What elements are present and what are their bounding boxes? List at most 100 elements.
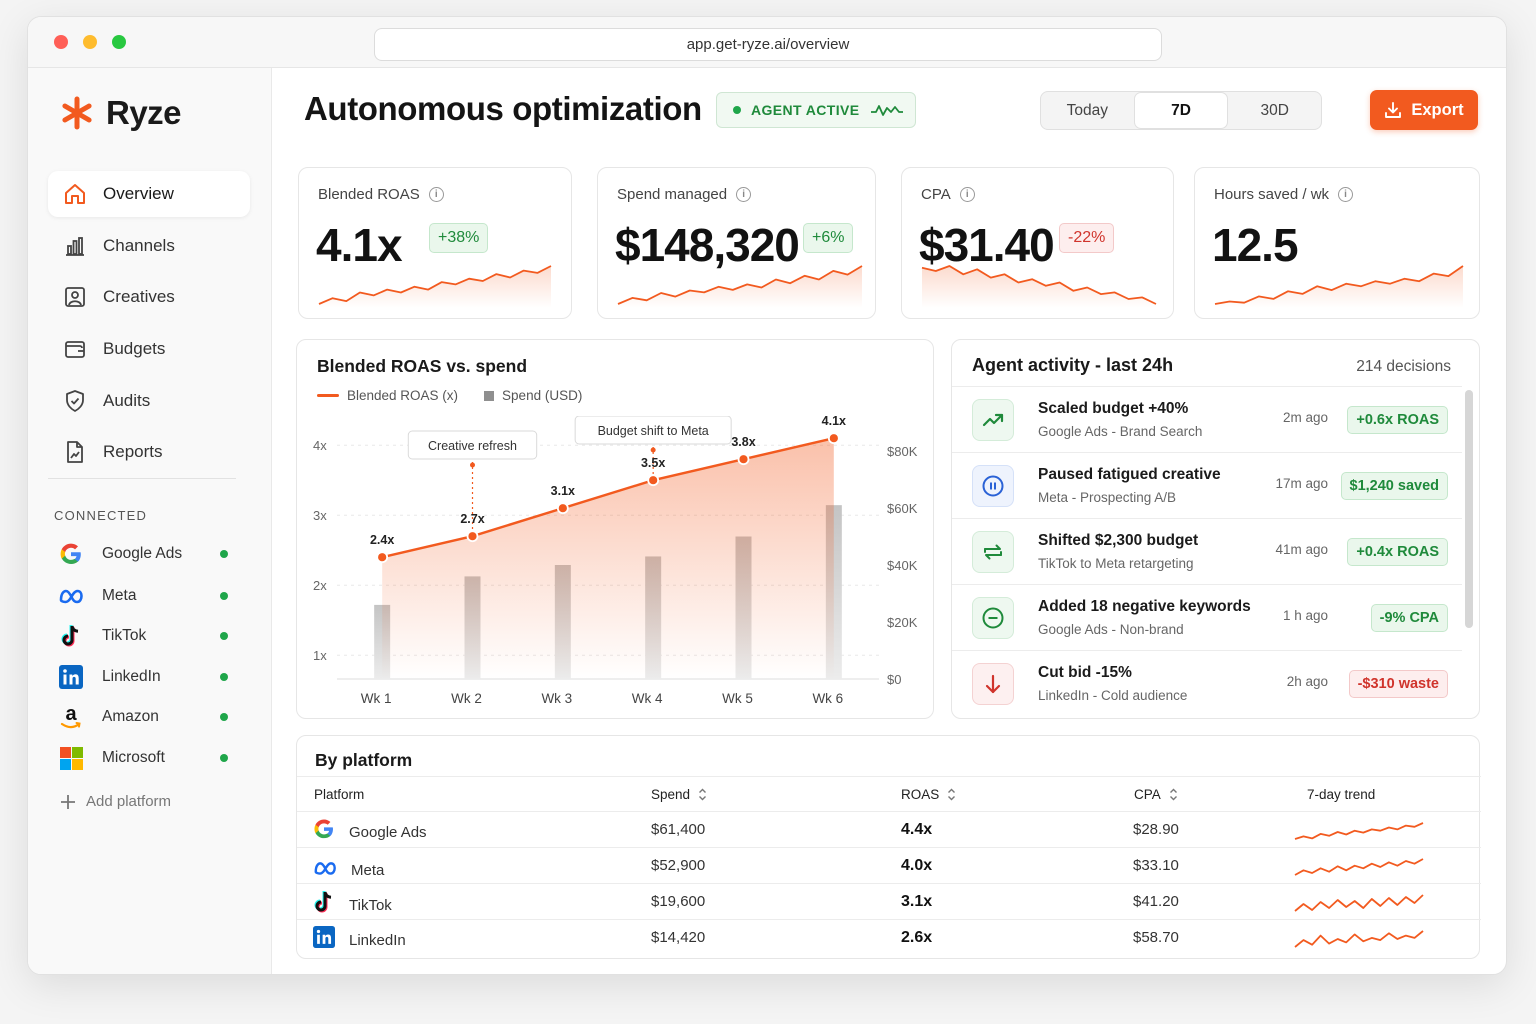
scrollbar-thumb[interactable] <box>1465 390 1473 628</box>
range-30d[interactable]: 30D <box>1260 101 1289 119</box>
y-tick-right: $80K <box>887 444 918 459</box>
nav-budgets[interactable]: Budgets <box>48 326 250 372</box>
info-icon[interactable]: i <box>959 187 975 202</box>
table-row[interactable]: TikTok $19,600 3.1x $41.20 <box>297 884 1481 920</box>
range-today[interactable]: Today <box>1066 101 1109 119</box>
platform-cell: TikTok <box>313 890 392 918</box>
connected-heading: CONNECTED <box>54 508 148 523</box>
activity-item[interactable]: Shifted $2,300 budget TikTok to Meta ret… <box>952 518 1462 584</box>
plus-icon <box>61 794 75 809</box>
kpi-label-text: Spend managed <box>617 186 728 203</box>
connected-label: Amazon <box>102 708 159 725</box>
activity-title-text: Shifted $2,300 budget <box>1038 532 1199 549</box>
kpi-value: 12.5 <box>1212 219 1299 271</box>
platform-name: TikTok <box>349 897 392 914</box>
export-button[interactable]: Export <box>1370 90 1478 130</box>
activity-item[interactable]: Cut bid -15% LinkedIn - Cold audience 2h… <box>952 650 1462 716</box>
roas-spend-chart: 1x 2x 3x 4x $0 $20K $40K $60K $80K Creative refre… <box>313 416 918 706</box>
sparkline-area <box>319 266 551 308</box>
status-dot <box>220 550 228 558</box>
legend-roas-label: Blended ROAS (x) <box>347 388 459 403</box>
decision-count: 214 decisions <box>1356 358 1451 375</box>
roas-point <box>827 432 840 445</box>
col-roas[interactable]: ROAS <box>901 787 956 802</box>
kpi-card-hours: Hours saved / wk i 12.5 <box>1194 167 1480 319</box>
col-spend[interactable]: Spend <box>651 787 707 802</box>
connected-linkedin[interactable]: LinkedIn <box>58 662 228 692</box>
y-tick-right: $20K <box>887 615 918 630</box>
roas-point <box>556 502 569 515</box>
google-icon <box>58 541 84 567</box>
linkedin-icon <box>58 664 84 690</box>
status-dot <box>220 754 228 762</box>
table-row[interactable]: Meta $52,900 4.0x $33.10 <box>297 848 1481 884</box>
nav-label: Channels <box>103 236 175 255</box>
main-content: Autonomous optimization AGENT ACTIVE Tod… <box>272 68 1506 974</box>
sparkline-line <box>1294 858 1424 876</box>
table-row[interactable]: Google Ads $61,400 4.4x $28.90 <box>297 812 1481 848</box>
legend-bar-swatch <box>484 390 495 401</box>
info-icon[interactable]: i <box>1338 187 1354 202</box>
y-tick-left: 3x <box>313 508 327 523</box>
address-bar[interactable]: app.get-ryze.ai/overview <box>374 28 1162 61</box>
activity-item[interactable]: Added 18 negative keywords Google Ads - … <box>952 584 1462 650</box>
col-platform[interactable]: Platform <box>314 787 364 802</box>
info-icon[interactable]: i <box>428 187 444 202</box>
tiktok-icon <box>313 890 335 918</box>
col-trend: 7-day trend <box>1307 787 1375 802</box>
google-icon <box>313 818 335 844</box>
nav-label: Audits <box>103 391 151 410</box>
col-cpa[interactable]: CPA <box>1134 787 1178 802</box>
bar-chart-icon <box>66 237 84 256</box>
close-window-button[interactable] <box>54 35 68 49</box>
activity-item[interactable]: Scaled budget +40% Google Ads - Brand Se… <box>952 386 1462 452</box>
connected-tiktok[interactable]: TikTok <box>58 621 228 651</box>
nav-overview[interactable]: Overview <box>48 171 250 217</box>
table-title: By platform <box>315 750 413 770</box>
y-tick-left: 4x <box>313 438 327 453</box>
y-tick-left: 1x <box>313 648 327 663</box>
info-icon[interactable]: i <box>736 187 752 202</box>
add-platform-button[interactable]: Add platform <box>60 793 171 810</box>
maximize-window-button[interactable] <box>112 35 126 49</box>
annotation-dot <box>650 447 656 453</box>
home-icon <box>65 184 85 204</box>
col-label: Spend <box>651 787 691 802</box>
minimize-window-button[interactable] <box>83 35 97 49</box>
activity-scrollbar[interactable] <box>1465 390 1473 628</box>
table-header: Platform Spend ROAS CPA 7-day trend <box>297 776 1481 812</box>
browser-titlebar: app.get-ryze.ai/overview <box>28 17 1506 68</box>
roas-cell: 4.4x <box>901 821 933 838</box>
roas-data-label: 2.7x <box>460 512 484 526</box>
y-tick-right: $40K <box>887 558 918 573</box>
activity-item[interactable]: Paused fatigued creative Meta - Prospect… <box>952 452 1462 518</box>
sparkline-line <box>1214 265 1464 305</box>
meta-icon <box>313 854 337 883</box>
connected-microsoft[interactable]: Microsoft <box>58 743 228 773</box>
nav-creatives[interactable]: Creatives <box>48 274 250 320</box>
roas-data-label: 4.1x <box>822 416 846 428</box>
nav-audits[interactable]: Audits <box>48 378 250 424</box>
minus-circle-icon <box>972 597 1014 639</box>
roas-point <box>737 453 750 466</box>
meta-icon <box>58 583 84 609</box>
connected-amazon[interactable]: a Amazon <box>58 702 228 732</box>
impact-badge: $1,240 saved <box>1340 472 1448 500</box>
roas-point <box>466 530 479 543</box>
cpa-cell: $33.10 <box>1133 857 1179 874</box>
kpi-label: Spend managed i <box>617 186 752 203</box>
sparkline-line <box>318 265 552 305</box>
connected-meta[interactable]: Meta <box>58 581 228 611</box>
sort-icon <box>1169 788 1177 801</box>
nav-reports[interactable]: Reports <box>48 429 250 475</box>
nav-channels[interactable]: Channels <box>48 223 250 269</box>
range-7d[interactable]: 7D <box>1133 92 1229 129</box>
annotation-box <box>574 416 732 445</box>
connected-google-ads[interactable]: Google Ads <box>58 539 228 569</box>
connected-label: Microsoft <box>102 749 165 766</box>
platform-name: Meta <box>351 861 385 879</box>
table-row[interactable]: LinkedIn $14,420 2.6x $58.70 <box>297 920 1481 956</box>
activity-time: 2h ago <box>1286 674 1328 689</box>
cpa-cell: $58.70 <box>1133 929 1179 946</box>
logo[interactable]: Ryze <box>60 94 182 132</box>
